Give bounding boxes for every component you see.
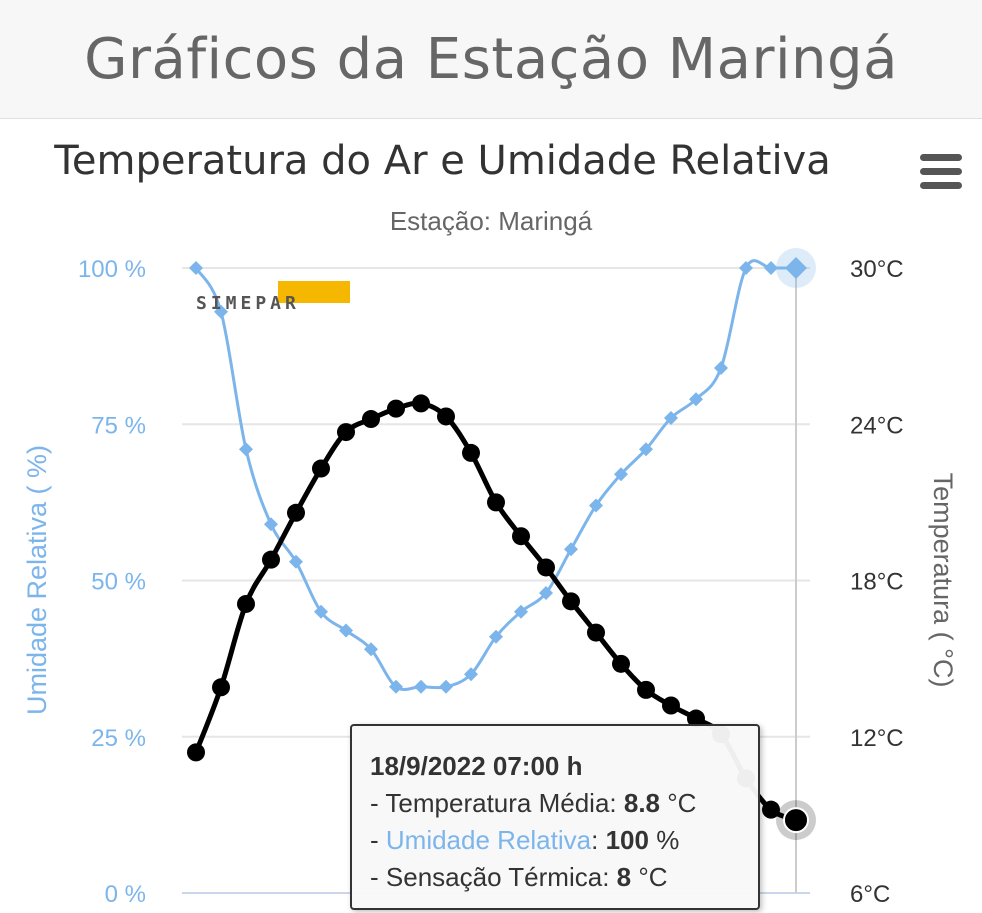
temperature-point xyxy=(362,410,380,429)
temperature-point xyxy=(212,678,230,697)
temperature-point xyxy=(437,407,455,426)
page-title: Gráficos da Estação Maringá xyxy=(84,26,898,92)
humidity-point xyxy=(264,517,278,532)
y-left-tick-label: 100 % xyxy=(78,256,146,283)
chart-subtitle: Estação: Maringá xyxy=(389,206,593,236)
humidity-point xyxy=(764,261,778,275)
humidity-series-line xyxy=(194,259,796,691)
humidity-point xyxy=(714,361,728,375)
logo-text: SIMEPAR xyxy=(196,293,300,314)
temperature-point xyxy=(337,423,355,442)
humidity-point xyxy=(664,411,678,425)
humidity-point xyxy=(339,623,353,638)
tooltip-feel-value: 8 xyxy=(616,862,632,892)
temperature-point xyxy=(237,594,255,613)
temperature-point xyxy=(187,743,205,762)
tooltip-temp-row: - Temperatura Média: 8.8 °C xyxy=(370,788,697,818)
y-right-tick-label: 12°C xyxy=(850,725,904,752)
temperature-point xyxy=(662,696,680,715)
y-left-tick-label: 25 % xyxy=(91,725,146,752)
humidity-point xyxy=(614,467,628,482)
simepar-logo: SIMEPAR xyxy=(196,281,356,317)
tooltip-hum-row: - Umidade Relativa: 100 % xyxy=(370,825,680,855)
temperature-point xyxy=(762,800,780,819)
humidity-point xyxy=(289,554,303,569)
humidity-point xyxy=(739,261,753,275)
tooltip-feel-unit: °C xyxy=(638,862,668,892)
temperature-point xyxy=(462,443,480,462)
humidity-point xyxy=(689,392,703,407)
y-right-axis-title: Temperatura ( °C) xyxy=(928,473,958,688)
hamburger-icon-bar xyxy=(920,168,962,175)
page-header: Gráficos da Estação Maringá xyxy=(0,0,982,119)
humidity-point xyxy=(564,542,578,557)
chart-tooltip: 18/9/2022 07:00 h - Temperatura Média: 8… xyxy=(350,724,760,910)
humidity-point xyxy=(414,679,428,694)
temperature-point xyxy=(512,527,530,546)
humidity-point xyxy=(239,442,253,457)
hamburger-icon-bar xyxy=(920,182,962,189)
y-right-tick-label: 18°C xyxy=(850,569,904,596)
temperature-point xyxy=(783,807,809,834)
humidity-point xyxy=(539,586,553,600)
humidity-point xyxy=(314,604,328,619)
y-left-tick-label: 75 % xyxy=(91,412,146,439)
tooltip-temp-label: Temperatura Média xyxy=(385,788,610,818)
humidity-point xyxy=(214,304,228,319)
humidity-point xyxy=(189,261,203,275)
y-left-tick-label: 0 % xyxy=(105,881,146,908)
tooltip-temp-unit: °C xyxy=(667,788,697,818)
tooltip-hum-unit: % xyxy=(656,825,680,855)
y-right-tick-label: 30°C xyxy=(850,256,904,283)
hamburger-icon xyxy=(920,154,962,161)
temperature-point xyxy=(637,680,655,699)
temperature-point xyxy=(537,558,555,577)
tooltip-header: 18/9/2022 07:00 h xyxy=(370,751,583,781)
humidity-point xyxy=(489,629,503,644)
humidity-point xyxy=(464,667,478,682)
y-left-axis-title: Umidade Relativa ( %) xyxy=(22,445,52,715)
logo-mark xyxy=(278,281,350,303)
humidity-point xyxy=(364,642,378,657)
y-left-tick-label: 50 % xyxy=(91,569,146,596)
tooltip-hum-value: 100 xyxy=(605,825,649,855)
chart-menu-button[interactable] xyxy=(912,150,968,194)
tooltip-feel-row: - Sensação Térmica: 8 °C xyxy=(370,862,668,892)
temperature-point xyxy=(287,503,305,522)
temperature-point xyxy=(412,394,430,413)
tooltip-feel-label: Sensação Térmica xyxy=(385,862,603,892)
humidity-point xyxy=(389,679,403,694)
temperature-point xyxy=(687,709,705,728)
temperature-point xyxy=(487,493,505,512)
humidity-point xyxy=(514,604,528,619)
temperature-point xyxy=(312,459,330,478)
y-right-tick-label: 24°C xyxy=(850,412,904,439)
humidity-point xyxy=(785,257,807,279)
humidity-point xyxy=(589,498,603,513)
temperature-point xyxy=(562,592,580,611)
temperature-point xyxy=(387,399,405,418)
humidity-point xyxy=(439,679,453,694)
humidity-point xyxy=(639,442,653,457)
y-right-tick-label: 6°C xyxy=(850,881,890,908)
temperature-point xyxy=(262,550,280,569)
tooltip-temp-value: 8.8 xyxy=(623,788,661,818)
temperature-point xyxy=(587,623,605,642)
chart-title: Temperatura do Ar e Umidade Relativa xyxy=(54,138,831,184)
tooltip-hum-label: Umidade Relativa xyxy=(385,825,592,855)
temperature-point xyxy=(612,654,630,673)
